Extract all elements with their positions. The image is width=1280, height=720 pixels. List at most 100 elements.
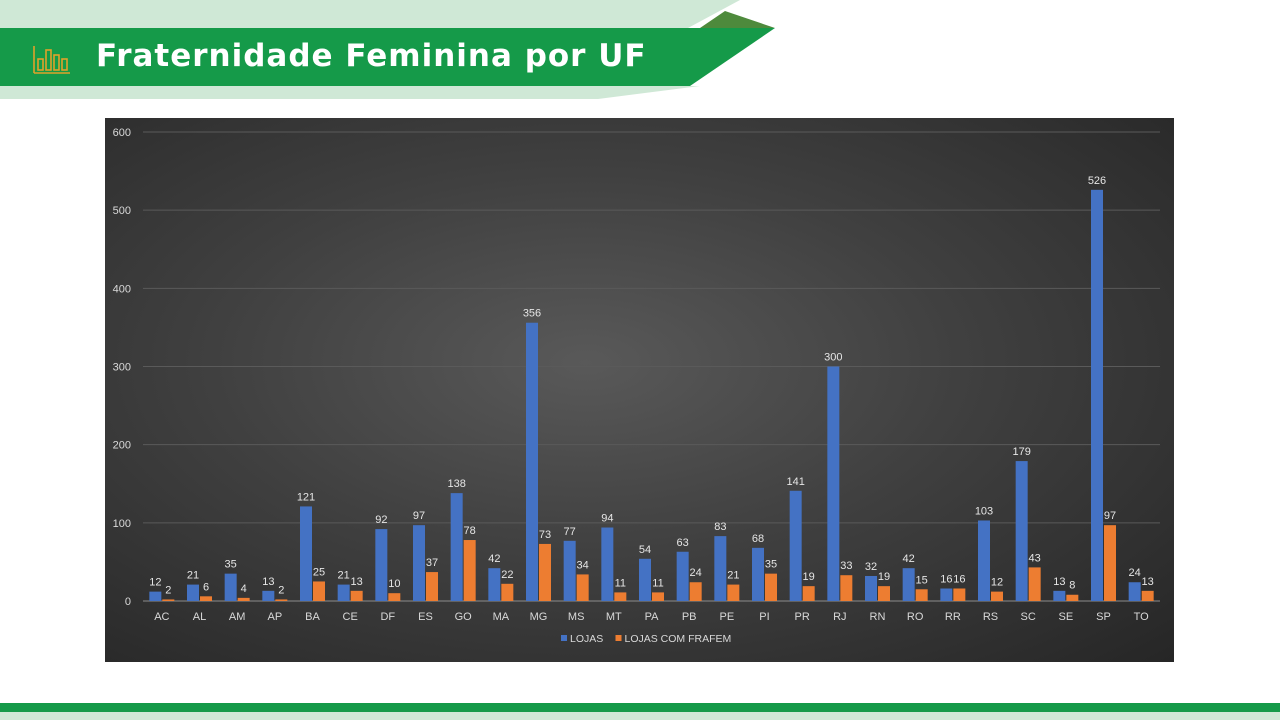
bar-lojas: [789, 490, 802, 601]
bar-lojas: [450, 493, 463, 601]
x-tick-label: ES: [418, 611, 433, 623]
data-label-lojas-com-frafem: 22: [501, 569, 513, 581]
bar-lojas-com-frafem: [727, 584, 740, 601]
x-tick-label: RS: [983, 611, 998, 623]
x-tick-label: SE: [1058, 611, 1073, 623]
legend-swatch-lojas-com-frafem: [615, 635, 622, 641]
legend-swatch-lojas: [561, 635, 567, 641]
data-label-lojas-com-frafem: 73: [539, 529, 551, 541]
data-label-lojas: 94: [601, 513, 613, 525]
bar-lojas-com-frafem: [765, 573, 777, 601]
bar-lojas-com-frafem: [1028, 567, 1041, 601]
x-tick-label: RO: [907, 611, 924, 623]
x-tick-label: RJ: [833, 611, 846, 623]
bar-lojas-com-frafem: [1104, 525, 1116, 601]
bar-lojas: [262, 590, 275, 601]
banner-bottom-light-strip: [0, 86, 700, 99]
data-label-lojas-com-frafem: 12: [991, 577, 1003, 589]
data-label-lojas-com-frafem: 13: [351, 576, 363, 588]
data-label-lojas: 54: [639, 544, 651, 556]
y-tick-label: 500: [113, 205, 131, 217]
data-label-lojas: 13: [262, 576, 274, 588]
bar-lojas: [488, 568, 501, 601]
bar-lojas: [752, 547, 764, 601]
bar-lojas: [827, 366, 840, 601]
bar-lojas: [1128, 582, 1141, 601]
legend-label-lojas: LOJAS: [570, 633, 603, 645]
bar-lojas: [676, 551, 689, 601]
data-label-lojas: 526: [1088, 175, 1106, 187]
bar-lojas: [375, 529, 388, 601]
bar-lojas: [865, 575, 877, 601]
data-label-lojas-com-frafem: 33: [840, 560, 852, 572]
chart-area: 0 100 200 300 400 500 600 12 2 AC 21 6 AL 35 4 AM 13 2 AP 1…: [105, 118, 1174, 662]
x-tick-label: AC: [154, 611, 169, 623]
bar-lojas-com-frafem: [614, 592, 627, 601]
data-label-lojas-com-frafem: 25: [313, 566, 325, 578]
data-label-lojas: 121: [297, 491, 315, 503]
bar-lojas: [224, 573, 237, 601]
banner-green-band: [0, 28, 775, 86]
bar-lojas-com-frafem: [991, 591, 1003, 601]
x-tick-label: DF: [380, 611, 395, 623]
bar-lojas: [601, 527, 614, 601]
banner-olive-accent: [700, 11, 775, 28]
bar-lojas-com-frafem: [275, 599, 288, 601]
data-label-lojas-com-frafem: 35: [765, 559, 777, 571]
data-label-lojas: 24: [1129, 567, 1141, 579]
data-label-lojas-com-frafem: 11: [615, 577, 626, 589]
x-tick-label: RN: [870, 611, 886, 623]
bar-lojas-com-frafem: [200, 596, 212, 601]
bar-chart: 0 100 200 300 400 500 600 12 2 AC 21 6 AL 35 4 AM 13 2 AP 1…: [113, 127, 1160, 645]
y-tick-label: 600: [113, 127, 131, 139]
data-label-lojas: 42: [903, 553, 915, 565]
data-label-lojas-com-frafem: 8: [1069, 580, 1075, 592]
data-label-lojas: 97: [413, 510, 425, 522]
data-label-lojas: 21: [187, 570, 199, 582]
x-tick-label: SC: [1021, 611, 1036, 623]
header-banner: [0, 0, 775, 99]
data-label-lojas: 13: [1053, 576, 1065, 588]
bar-lojas: [978, 520, 990, 601]
bar-lojas: [563, 540, 576, 601]
data-label-lojas: 63: [677, 537, 689, 549]
x-tick-label: GO: [455, 611, 473, 623]
bar-lojas-com-frafem: [1141, 590, 1154, 601]
data-label-lojas-com-frafem: 10: [388, 578, 400, 590]
data-label-lojas: 16: [940, 573, 952, 585]
data-label-lojas-com-frafem: 19: [878, 571, 890, 583]
x-tick-label: PI: [759, 611, 769, 623]
data-label-lojas: 68: [752, 533, 764, 545]
data-label-lojas-com-frafem: 13: [1142, 576, 1154, 588]
data-label-lojas: 32: [865, 561, 877, 573]
x-tick-label: PR: [795, 611, 810, 623]
data-label-lojas-com-frafem: 19: [803, 571, 815, 583]
bar-lojas-com-frafem: [463, 540, 476, 601]
data-label-lojas: 77: [564, 526, 576, 538]
bar-lojas: [1053, 590, 1066, 601]
x-tick-label: SP: [1096, 611, 1111, 623]
bar-lojas-com-frafem: [426, 572, 438, 601]
data-label-lojas-com-frafem: 2: [165, 584, 171, 596]
bar-lojas: [639, 558, 651, 601]
data-label-lojas: 92: [375, 514, 387, 526]
data-label-lojas: 356: [523, 308, 541, 320]
bar-lojas: [337, 584, 350, 601]
bar-lojas-com-frafem: [501, 583, 514, 601]
data-label-lojas: 300: [824, 352, 842, 364]
x-tick-label: MT: [606, 611, 622, 623]
y-tick-label: 100: [113, 518, 131, 530]
data-label-lojas: 103: [975, 505, 993, 517]
data-label-lojas-com-frafem: 6: [203, 581, 209, 593]
data-label-lojas: 179: [1012, 446, 1030, 458]
x-tick-label: AP: [267, 611, 282, 623]
x-tick-label: MS: [568, 611, 585, 623]
footer-green-bar: [0, 703, 1280, 712]
data-label-lojas-com-frafem: 34: [577, 559, 589, 571]
bar-chart-icon: [33, 46, 70, 74]
bar-lojas: [1015, 461, 1028, 601]
bar-lojas: [413, 525, 425, 601]
bar-lojas: [187, 584, 199, 601]
data-label-lojas-com-frafem: 4: [241, 583, 247, 595]
page-title: Fraternidade Feminina por UF: [96, 38, 647, 74]
